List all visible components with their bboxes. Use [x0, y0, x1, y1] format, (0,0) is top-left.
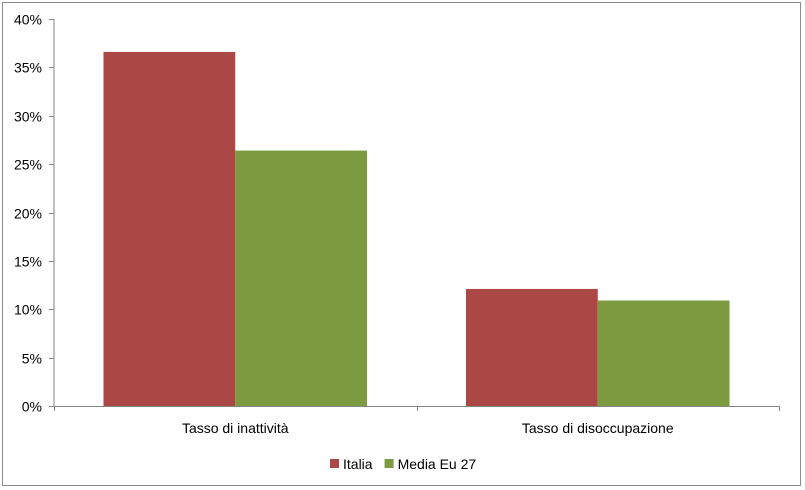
y-tick-label: 15%	[14, 254, 42, 270]
y-tick-label: 10%	[14, 302, 42, 318]
y-tick-label: 0%	[22, 399, 42, 415]
y-tick-label: 30%	[14, 109, 42, 125]
legend-label: Italia	[343, 456, 373, 472]
x-axis: Tasso di inattività Tasso di disoccupazio…	[54, 406, 780, 436]
x-category-label: Tasso di disoccupazione	[522, 420, 674, 436]
legend: Italia Media Eu 27	[330, 456, 476, 472]
bar-italia-1	[465, 288, 598, 406]
bar-media-eu-27-0	[235, 150, 368, 406]
y-axis: 0% 5% 10% 15% 20% 25% 30% 35% 40%	[14, 12, 55, 415]
x-category-label: Tasso di inattività	[182, 420, 289, 436]
legend-swatch	[330, 459, 339, 468]
y-tick-label: 5%	[22, 351, 42, 367]
bar-media-eu-27-1	[597, 300, 730, 406]
legend-swatch	[384, 459, 394, 468]
legend-label: Media Eu 27	[398, 456, 477, 472]
y-tick-label: 40%	[14, 12, 42, 28]
y-tick-label: 25%	[14, 157, 42, 173]
y-tick-label: 20%	[14, 206, 42, 222]
bars	[103, 51, 730, 407]
y-tick-label: 35%	[14, 60, 42, 76]
bar-italia-0	[103, 51, 236, 407]
